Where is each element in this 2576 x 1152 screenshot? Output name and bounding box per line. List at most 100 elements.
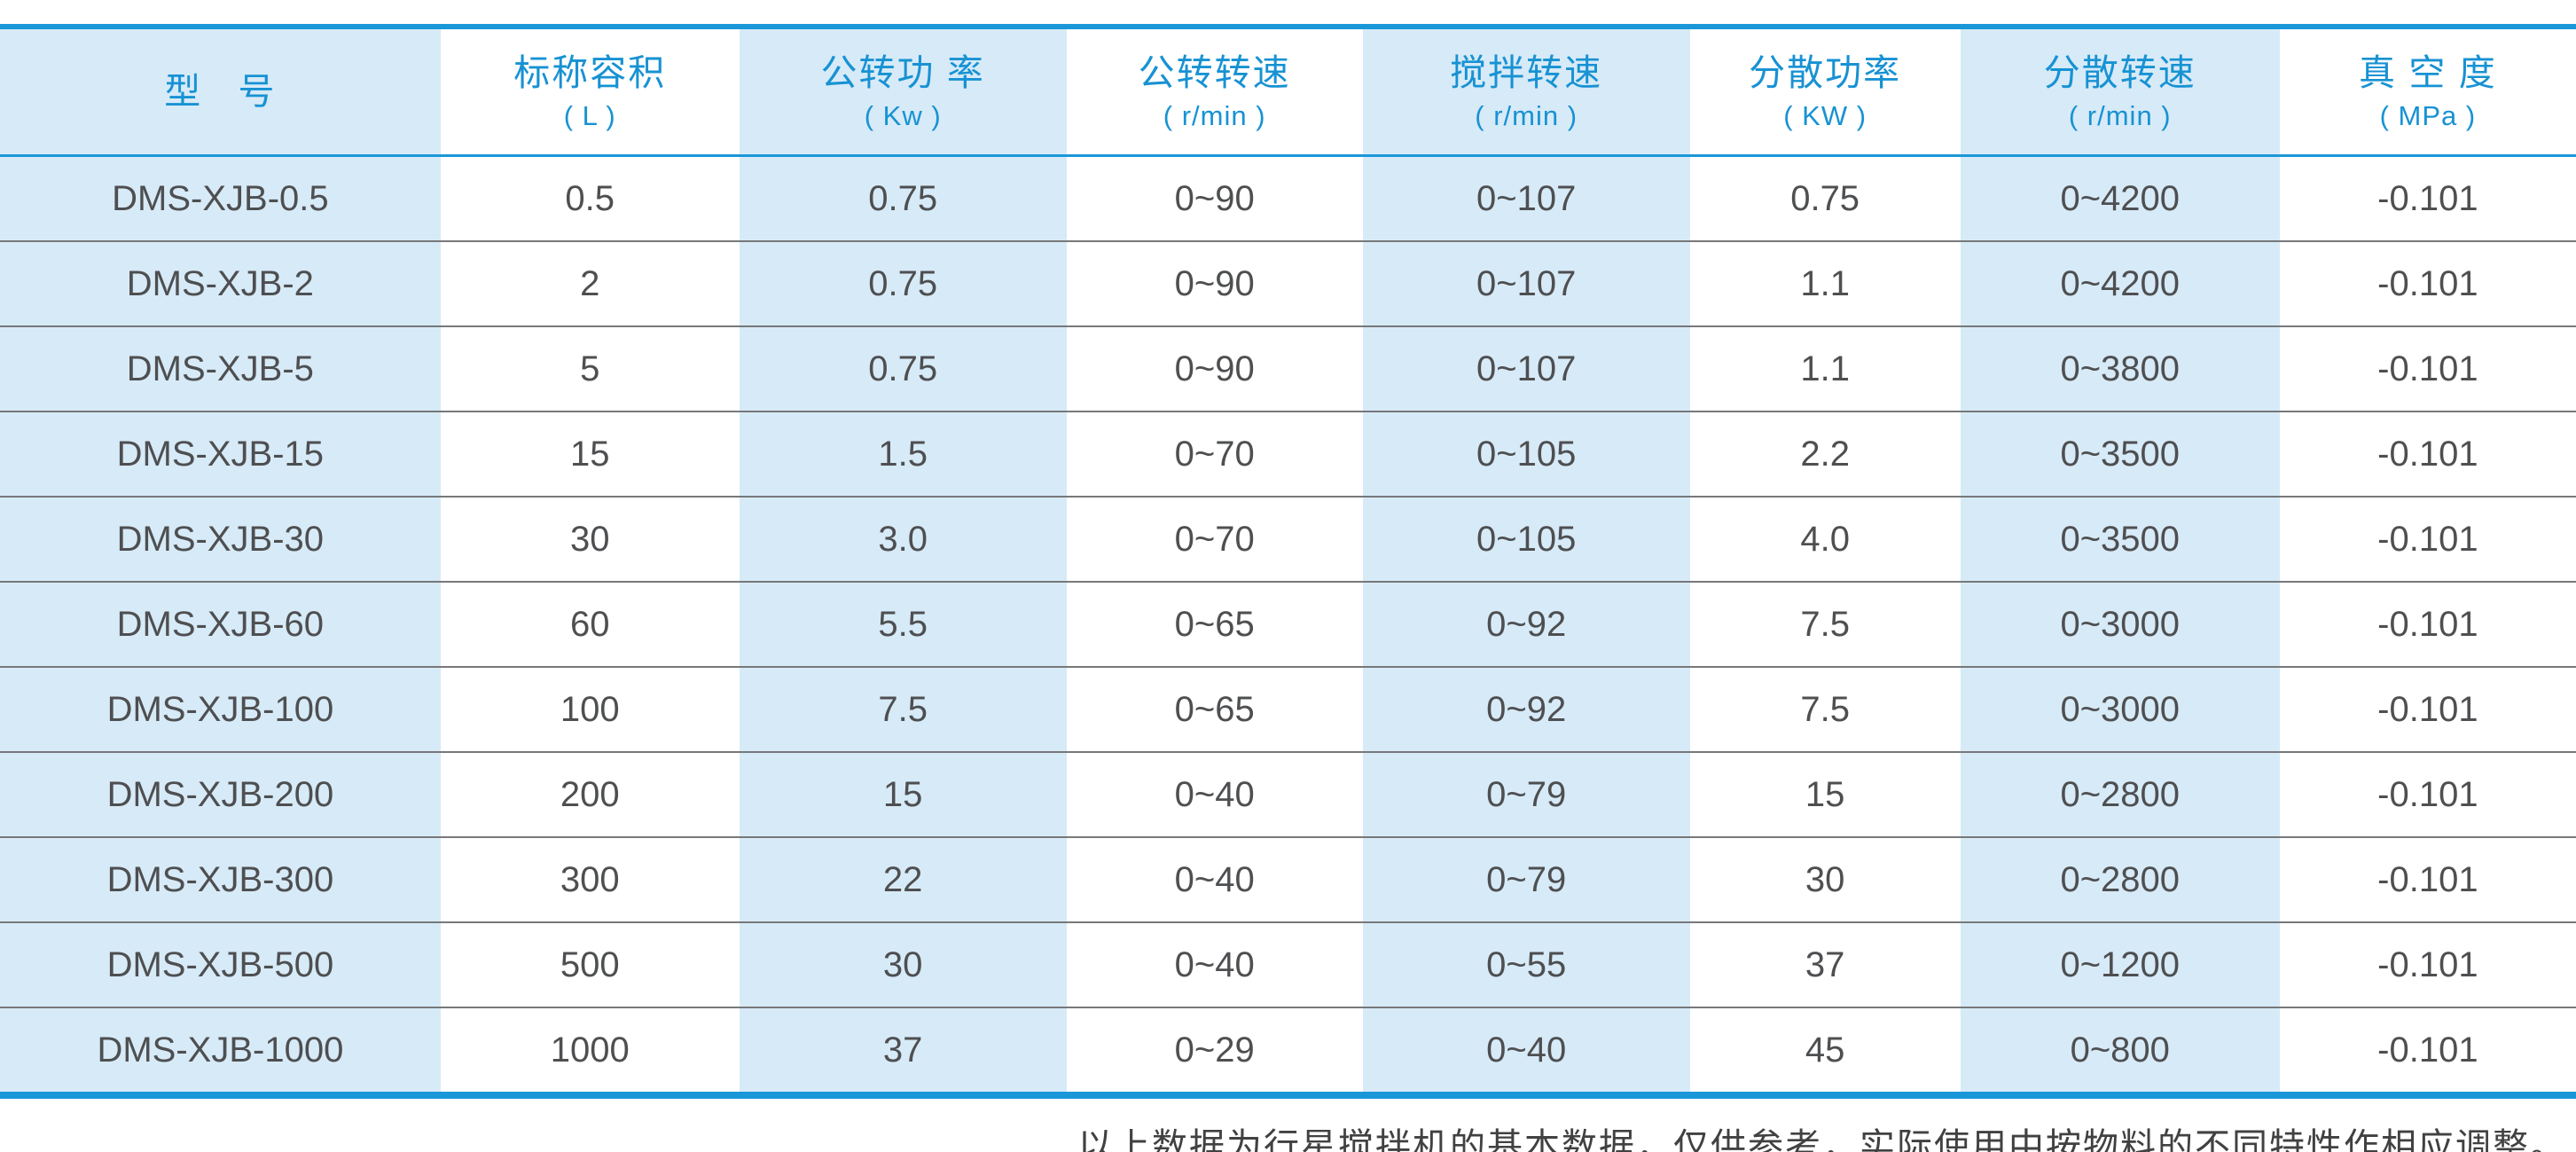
table-row: DMS-XJB-2 2 0.75 0~90 0~107 1.1 0~4200 -0.101 <box>0 240 2576 325</box>
cell-model: DMS-XJB-0.5 <box>0 157 441 240</box>
cell-revolution-speed: 0~90 <box>1174 349 1255 388</box>
cell-stirring-speed: 0~107 <box>1362 157 1690 240</box>
column-header-label: 公转功 率 <box>820 51 985 93</box>
table-row: DMS-XJB-15 15 1.5 0~70 0~105 2.2 0~3500 -0.101 <box>0 411 2576 496</box>
cell-dispersion-speed: 0~4200 <box>1960 242 2280 325</box>
cell-nominal-capacity: 2 <box>580 263 600 303</box>
column-header-revolution-power: 公转功 率 ( Kw ) <box>739 29 1067 154</box>
cell-model: DMS-XJB-1000 <box>0 1008 441 1092</box>
column-header-vacuum-degree: 真 空 度 ( MPa ) <box>2280 29 2576 154</box>
column-header-unit: ( r/min ) <box>2068 100 2172 132</box>
cell-vacuum-degree: -0.101 <box>2377 689 2478 729</box>
column-header-label: 型 号 <box>164 70 277 112</box>
column-header-unit: ( MPa ) <box>2379 100 2477 132</box>
column-header-unit: ( r/min ) <box>1475 100 1578 132</box>
cell-dispersion-speed: 0~3800 <box>1960 327 2280 411</box>
cell-model: DMS-XJB-100 <box>0 668 441 751</box>
table-row: DMS-XJB-5 5 0.75 0~90 0~107 1.1 0~3800 -0.101 <box>0 325 2576 411</box>
cell-nominal-capacity: 0.5 <box>565 178 615 218</box>
cell-dispersion-power: 0.75 <box>1790 178 1860 218</box>
cell-model: DMS-XJB-15 <box>0 412 441 496</box>
column-header-label: 真 空 度 <box>2358 51 2497 93</box>
table-header-row: 型 号标称容积( L ) 公转功 率( Kw ) 公转转速( r/min ) 搅拌转速… <box>0 29 2576 157</box>
column-header-unit: ( KW ) <box>1783 100 1867 132</box>
cell-vacuum-degree: -0.101 <box>2377 519 2478 559</box>
table-footnote: 以上数据为行星搅拌机的基本数据，仅供参考，实际使用中按物料的不同特性作相应调整。 <box>1077 1126 2567 1152</box>
cell-vacuum-degree: -0.101 <box>2377 178 2478 218</box>
column-header-label: 标称容积 <box>513 51 667 93</box>
column-header-label: 分散转速 <box>2043 51 2196 93</box>
table-row: DMS-XJB-500 500 30 0~40 0~55 37 0~1200 -0.101 <box>0 921 2576 1007</box>
cell-revolution-power: 37 <box>739 1008 1067 1092</box>
cell-revolution-power: 7.5 <box>739 668 1067 751</box>
cell-model: DMS-XJB-500 <box>0 923 441 1007</box>
cell-stirring-speed: 0~105 <box>1362 498 1690 581</box>
cell-stirring-speed: 0~55 <box>1362 923 1690 1007</box>
planetary-mixer-spec-sheet: 型 号标称容积( L ) 公转功 率( Kw ) 公转转速( r/min ) 搅拌转速… <box>0 24 2576 1152</box>
cell-model: DMS-XJB-5 <box>0 327 441 411</box>
cell-dispersion-speed: 0~2800 <box>1960 753 2280 836</box>
table-row: DMS-XJB-200 200 15 0~40 0~79 15 0~2800 -0.101 <box>0 751 2576 836</box>
cell-revolution-speed: 0~65 <box>1174 689 1255 729</box>
table-row: DMS-XJB-0.5 0.5 0.75 0~90 0~107 0.75 0~4200 -0.… <box>0 157 2576 240</box>
cell-revolution-speed: 0~70 <box>1174 434 1255 474</box>
table-row: DMS-XJB-300 300 22 0~40 0~79 30 0~2800 -0.101 <box>0 836 2576 921</box>
cell-dispersion-speed: 0~3500 <box>1960 498 2280 581</box>
cell-nominal-capacity: 30 <box>569 519 610 559</box>
cell-dispersion-speed: 0~800 <box>1960 1008 2280 1092</box>
cell-revolution-power: 0.75 <box>739 157 1067 240</box>
cell-dispersion-speed: 0~4200 <box>1960 157 2280 240</box>
cell-revolution-power: 30 <box>739 923 1067 1007</box>
cell-revolution-power: 0.75 <box>739 327 1067 411</box>
cell-model: DMS-XJB-300 <box>0 838 441 921</box>
cell-revolution-power: 15 <box>739 753 1067 836</box>
cell-model: DMS-XJB-60 <box>0 583 441 666</box>
cell-nominal-capacity: 1000 <box>550 1030 630 1070</box>
cell-revolution-power: 0.75 <box>739 242 1067 325</box>
cell-dispersion-speed: 0~2800 <box>1960 838 2280 921</box>
table-row: DMS-XJB-30 30 3.0 0~70 0~105 4.0 0~3500 -0.101 <box>0 496 2576 581</box>
cell-nominal-capacity: 60 <box>569 604 610 644</box>
cell-revolution-speed: 0~29 <box>1174 1030 1255 1070</box>
table-row: DMS-XJB-100 100 7.5 0~65 0~92 7.5 0~3000 -0.101 <box>0 666 2576 751</box>
cell-dispersion-power: 1.1 <box>1800 349 1850 388</box>
column-header-model: 型 号 <box>0 29 441 154</box>
cell-vacuum-degree: -0.101 <box>2377 434 2478 474</box>
cell-dispersion-power: 2.2 <box>1800 434 1850 474</box>
cell-stirring-speed: 0~107 <box>1362 327 1690 411</box>
cell-stirring-speed: 0~92 <box>1362 668 1690 751</box>
column-header-label: 搅拌转速 <box>1450 51 1603 93</box>
cell-dispersion-power: 30 <box>1805 859 1845 899</box>
cell-dispersion-power: 15 <box>1805 774 1845 814</box>
cell-dispersion-power: 7.5 <box>1800 689 1850 729</box>
cell-stirring-speed: 0~105 <box>1362 412 1690 496</box>
cell-dispersion-power: 1.1 <box>1800 263 1850 303</box>
cell-stirring-speed: 0~92 <box>1362 583 1690 666</box>
cell-vacuum-degree: -0.101 <box>2377 774 2478 814</box>
cell-dispersion-speed: 0~3000 <box>1960 583 2280 666</box>
column-header-label: 公转转速 <box>1138 51 1291 93</box>
cell-model: DMS-XJB-2 <box>0 242 441 325</box>
cell-stirring-speed: 0~79 <box>1362 838 1690 921</box>
cell-revolution-power: 5.5 <box>739 583 1067 666</box>
cell-nominal-capacity: 500 <box>560 944 620 984</box>
column-header-dispersion-power: 分散功率 ( KW ) <box>1690 29 1961 154</box>
column-header-revolution-speed: 公转转速 ( r/min ) <box>1067 29 1363 154</box>
cell-revolution-speed: 0~90 <box>1174 263 1255 303</box>
cell-vacuum-degree: -0.101 <box>2377 944 2478 984</box>
cell-nominal-capacity: 5 <box>580 349 600 388</box>
column-header-nominal-capacity: 标称容积 ( L ) <box>441 29 740 154</box>
table-row: DMS-XJB-1000 1000 37 0~29 0~40 45 0~800 -0.101 <box>0 1007 2576 1092</box>
cell-nominal-capacity: 15 <box>569 434 610 474</box>
cell-revolution-power: 3.0 <box>739 498 1067 581</box>
cell-vacuum-degree: -0.101 <box>2377 859 2478 899</box>
cell-revolution-speed: 0~40 <box>1174 774 1255 814</box>
cell-stirring-speed: 0~79 <box>1362 753 1690 836</box>
cell-dispersion-speed: 0~3500 <box>1960 412 2280 496</box>
spec-table: 型 号标称容积( L ) 公转功 率( Kw ) 公转转速( r/min ) 搅拌转速… <box>0 24 2576 1099</box>
cell-revolution-power: 22 <box>739 838 1067 921</box>
table-body: DMS-XJB-0.5 0.5 0.75 0~90 0~107 0.75 0~4200 -0.… <box>0 157 2576 1092</box>
cell-vacuum-degree: -0.101 <box>2377 1030 2478 1070</box>
cell-revolution-speed: 0~40 <box>1174 859 1255 899</box>
cell-dispersion-power: 4.0 <box>1800 519 1850 559</box>
